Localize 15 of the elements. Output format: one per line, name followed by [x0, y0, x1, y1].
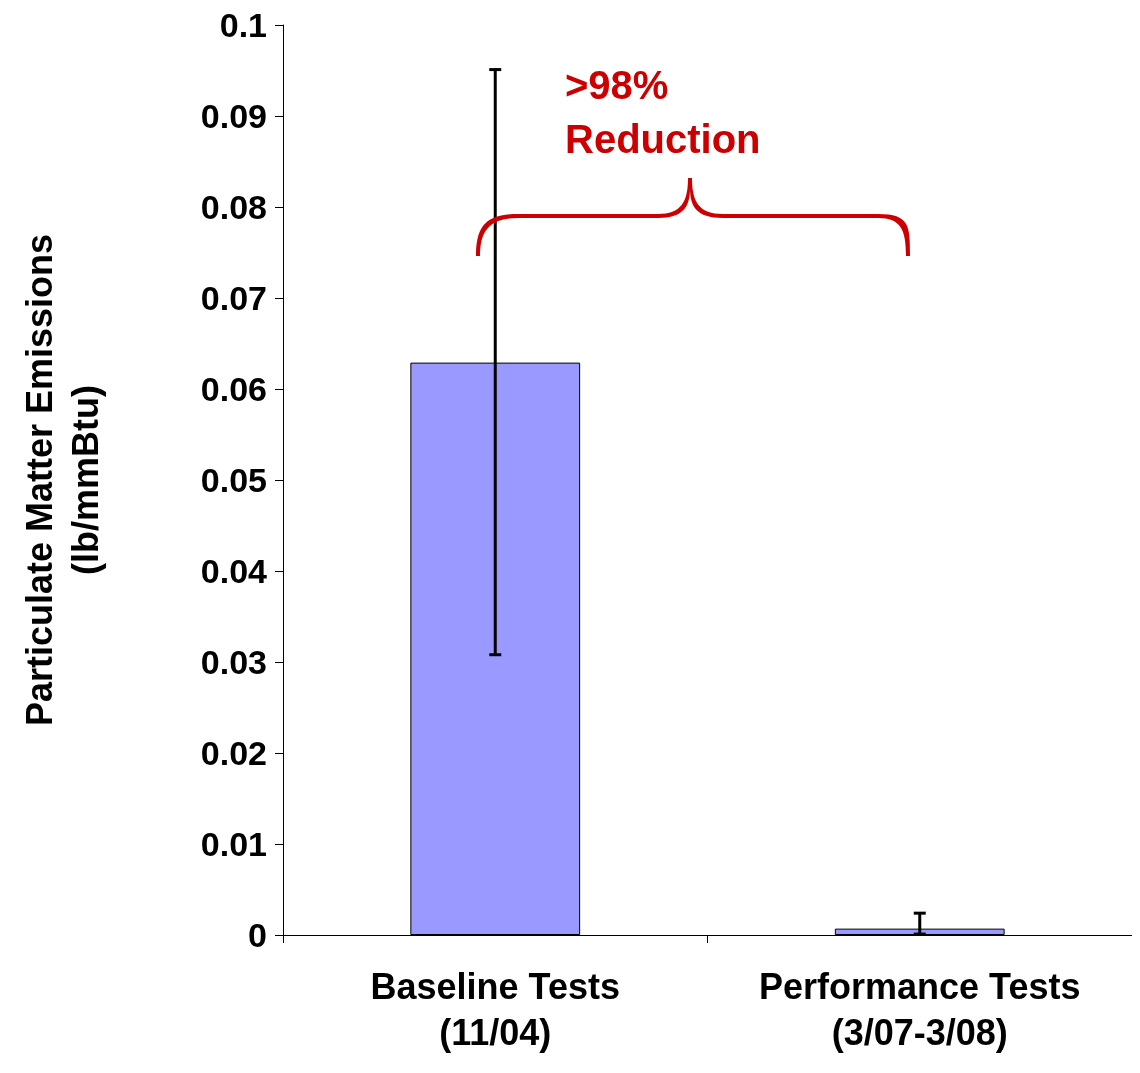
y-tick-label: 0.09 [200, 97, 267, 135]
y-tick-label: 0.02 [200, 734, 267, 772]
y-tick-label: 0 [248, 916, 267, 954]
x-tick-label: Baseline Tests (11/04) [370, 965, 620, 1053]
y-axis-title: Particulate Matter Emissions (lb/mmBtu) [18, 233, 106, 727]
y-tick-label: 0.07 [200, 279, 267, 317]
y-tick-label: 0.03 [200, 643, 267, 681]
y-tick-label: 0.08 [200, 188, 267, 226]
y-tick-label: 0.04 [200, 552, 268, 590]
y-tick-label: 0.05 [200, 461, 267, 499]
y-tick-label: 0.06 [200, 370, 267, 408]
x-tick-label: Performance Tests (3/07-3/08) [759, 965, 1081, 1053]
y-tick-label: 0.1 [219, 6, 267, 44]
annotation: >98% Reduction [565, 63, 761, 161]
y-tick-label: 0.01 [200, 825, 267, 863]
